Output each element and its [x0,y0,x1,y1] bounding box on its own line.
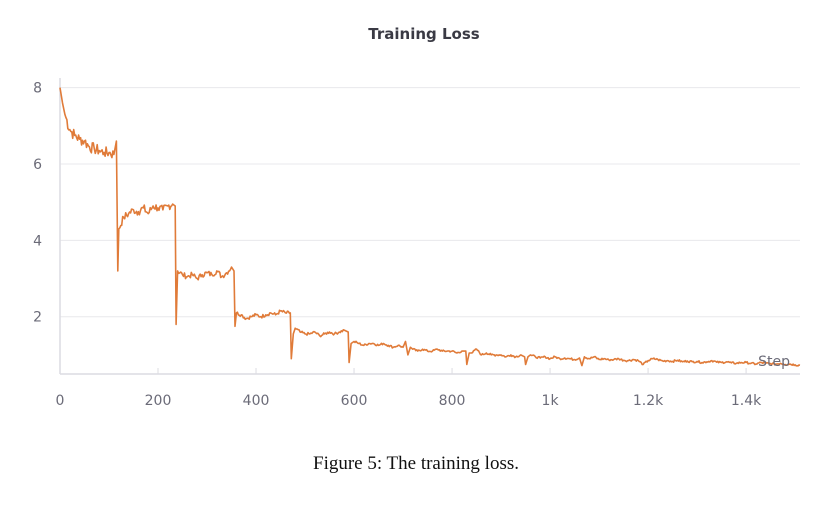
x-tick-label: 800 [439,393,466,409]
y-tick-label: 4 [33,233,42,249]
y-tick-label: 6 [33,157,42,173]
x-tick-label: 200 [145,393,172,409]
x-tick-label: 0 [56,393,65,409]
x-axis-label: Step [758,354,790,370]
x-tick-label: 600 [341,393,368,409]
x-tick-label: 1k [542,393,560,409]
x-tick-label: 1.2k [633,393,664,409]
loss-line [59,87,801,367]
x-tick-label: 1.4k [731,393,762,409]
x-tick-label: 400 [243,393,270,409]
y-tick-label: 2 [33,310,42,326]
figure-caption: Figure 5: The training loss. [313,453,519,474]
y-tick-label: 8 [33,81,42,97]
chart-title: Training Loss [368,25,479,43]
training-loss-chart: Training Loss 2 4 6 8 0 200 400 600 800 1k 1.2k 1.4… [33,25,801,409]
